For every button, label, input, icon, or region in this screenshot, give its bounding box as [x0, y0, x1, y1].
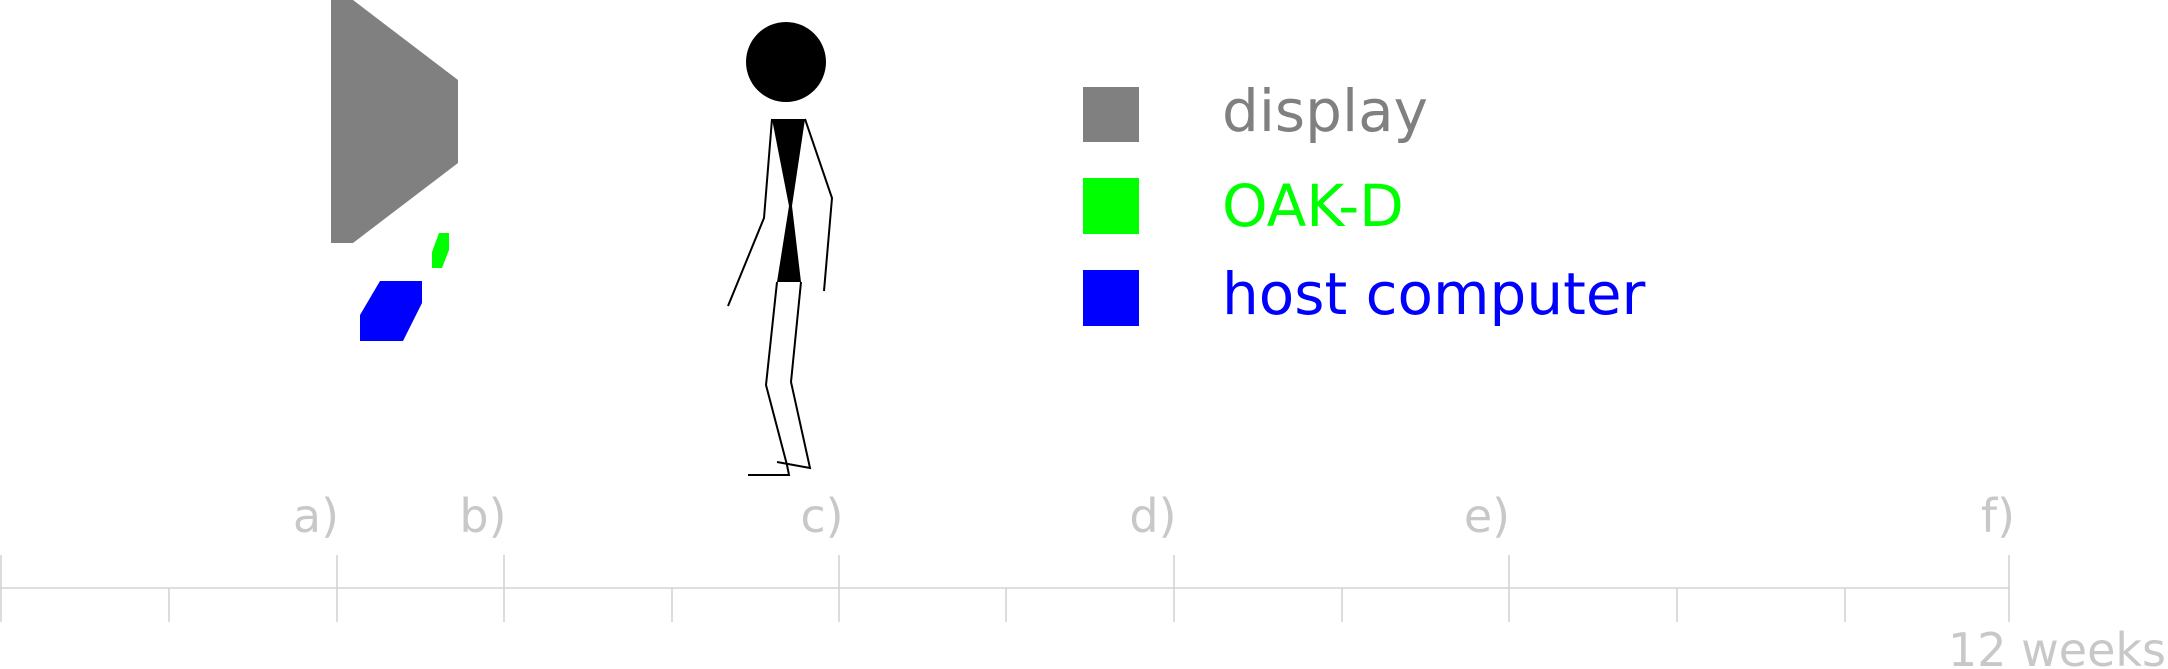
person-left-leg: [748, 281, 791, 476]
person-torso: [772, 119, 805, 282]
timeline-label-f: f): [1981, 489, 2015, 543]
timeline-duration-label: 12 weeks: [1948, 623, 2166, 669]
legend-label-display: display: [1222, 77, 1428, 145]
timeline: a) b) c) d) e) f) 12 weeks: [0, 489, 2166, 669]
legend-swatch-host: [1083, 270, 1139, 326]
timeline-label-c: c): [800, 489, 843, 543]
display-shape: [331, 0, 458, 243]
timeline-label-e: e): [1464, 489, 1510, 543]
timeline-label-b: b): [459, 489, 506, 543]
person-right-leg: [776, 281, 812, 470]
person-left-arm: [727, 118, 773, 307]
oakd-shape: [432, 233, 449, 268]
legend-swatch-display: [1083, 87, 1139, 142]
legend-label-host: host computer: [1222, 260, 1646, 328]
legend: display OAK-D host computer: [1083, 77, 1646, 328]
host-computer-shape: [360, 281, 422, 341]
legend-swatch-oakd: [1083, 178, 1139, 234]
timeline-label-d: d): [1129, 489, 1176, 543]
person-figure: [727, 22, 834, 476]
legend-label-oakd: OAK-D: [1222, 172, 1404, 240]
person-right-arm: [804, 118, 834, 292]
person-head: [746, 22, 826, 102]
timeline-label-a: a): [293, 489, 339, 543]
